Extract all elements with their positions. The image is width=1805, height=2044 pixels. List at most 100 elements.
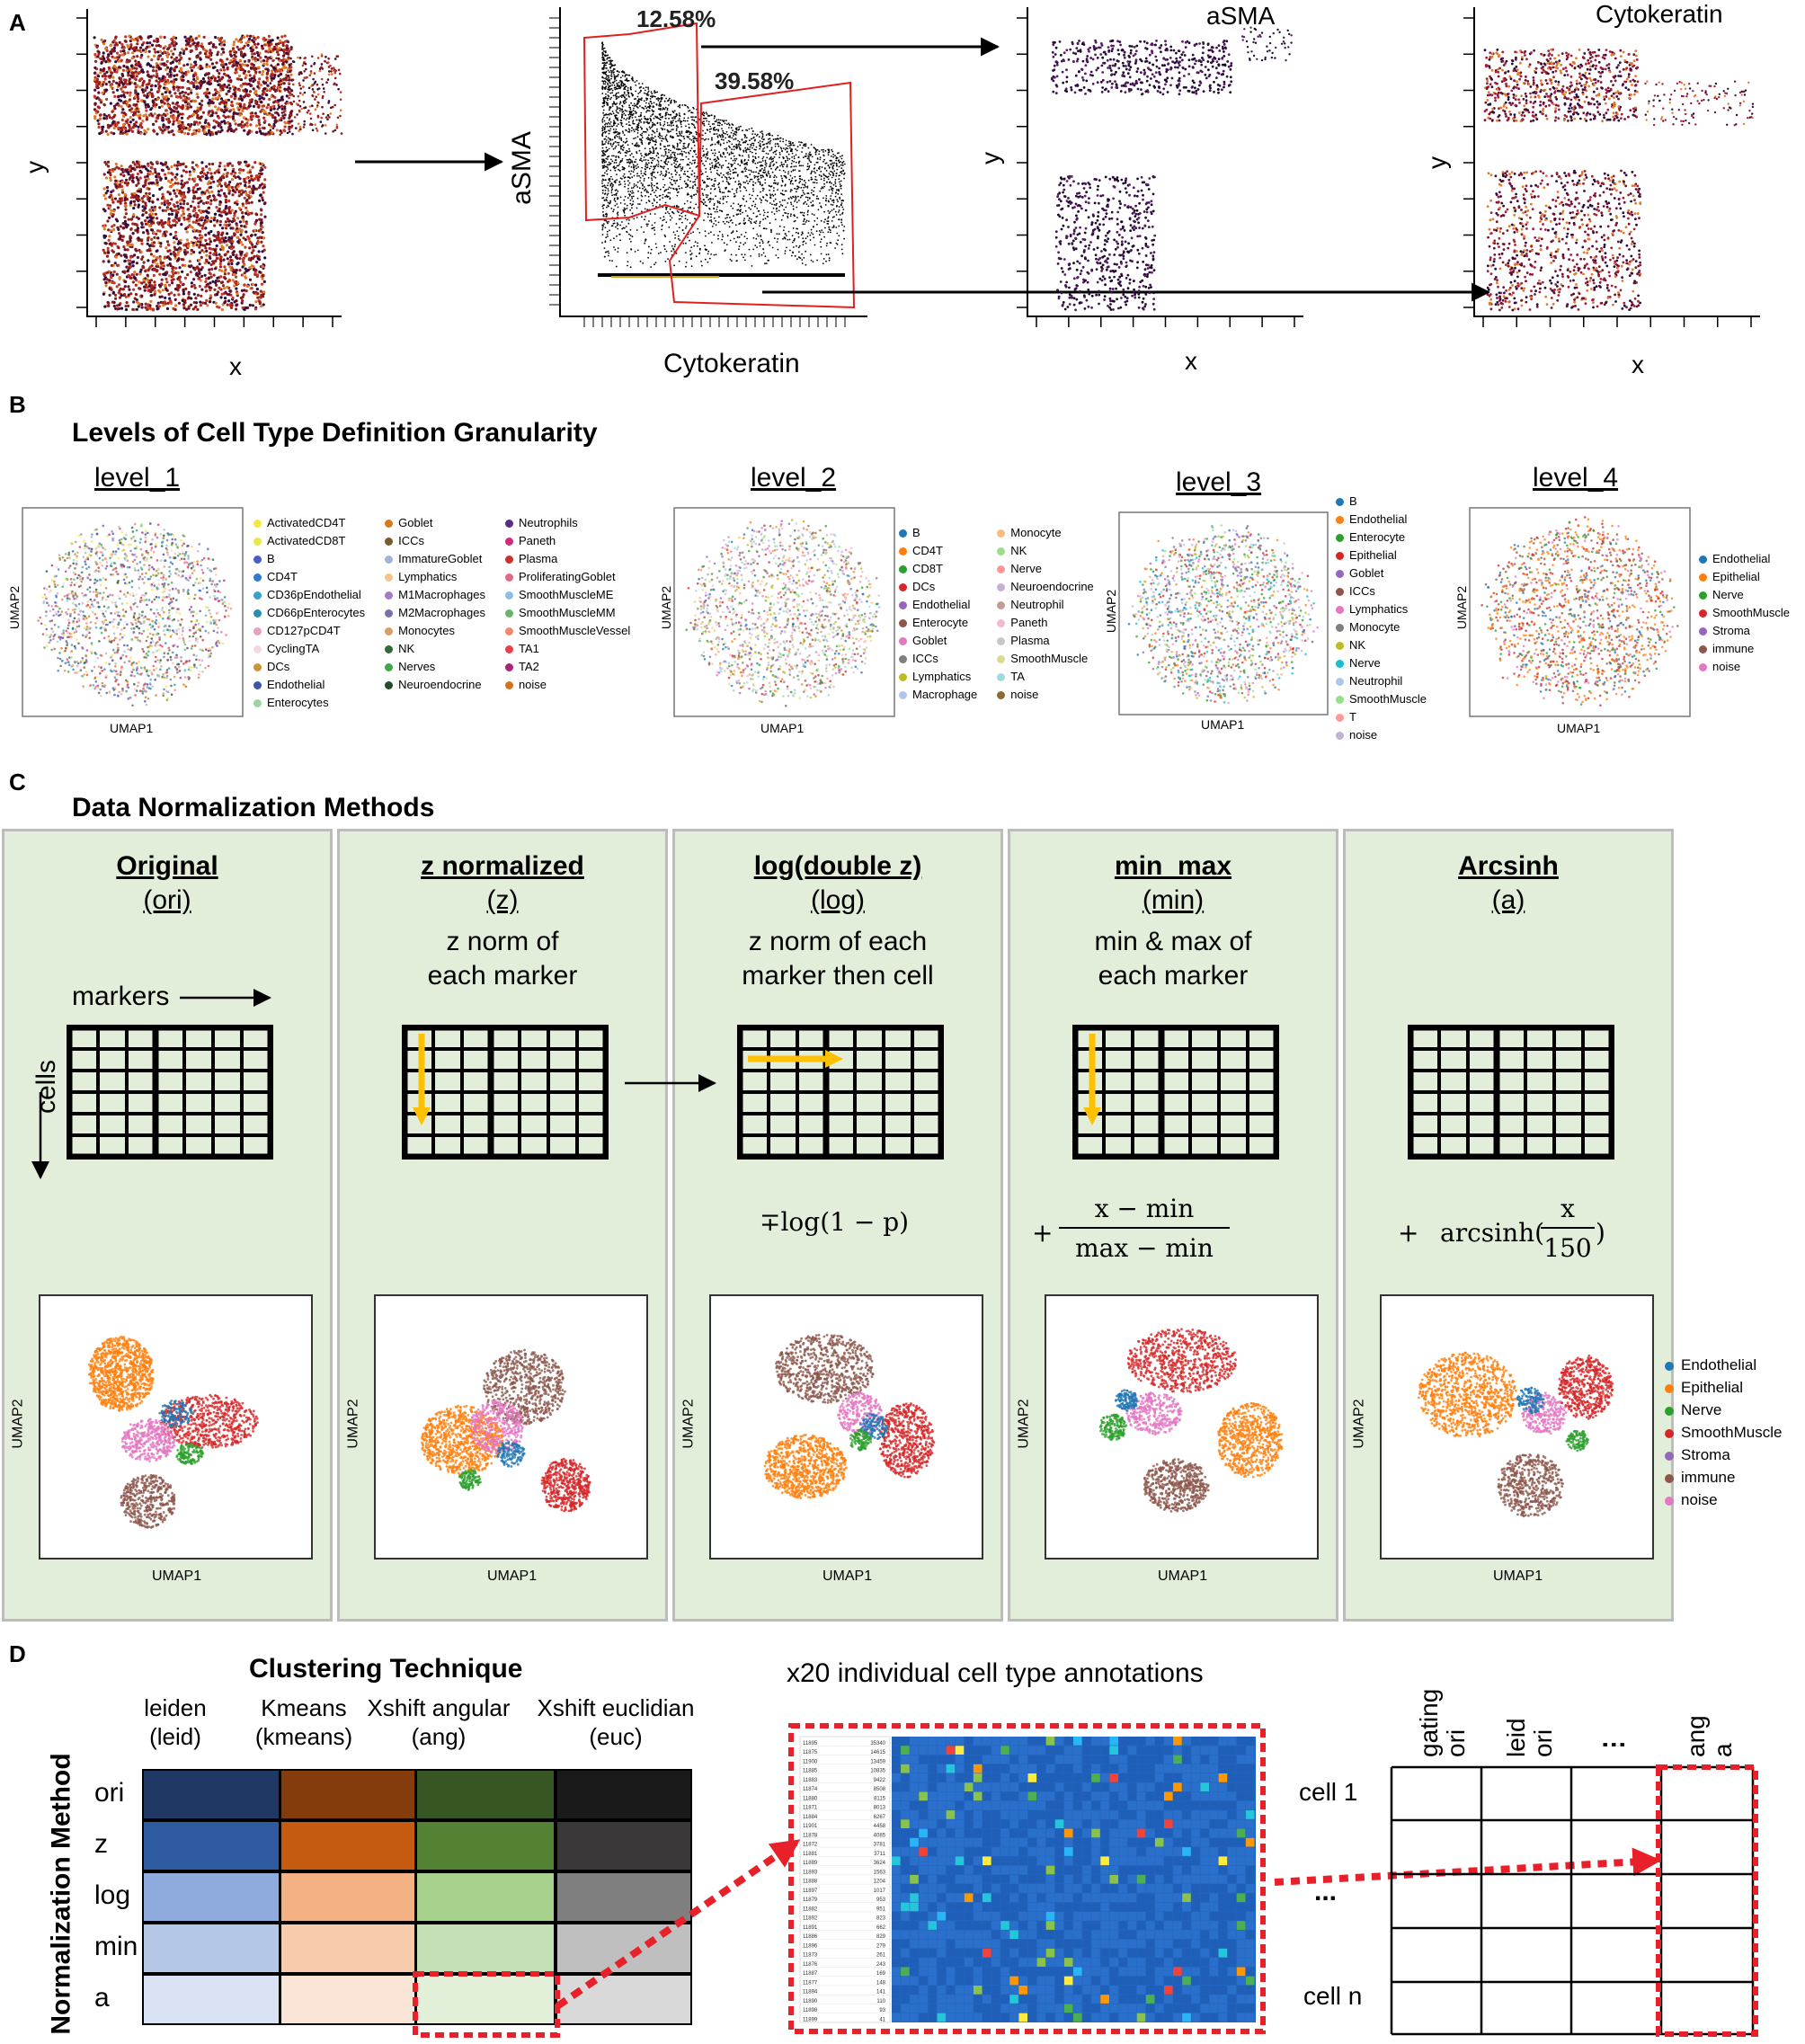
legend-label: Neutrophils: [519, 516, 578, 529]
legend-label: CD127pCD4T: [267, 624, 341, 637]
legend-entry: CD8T: [899, 560, 977, 578]
legend-swatch: [1699, 555, 1707, 564]
legend-label: Endothelial: [912, 598, 970, 611]
legend-swatch: [899, 673, 907, 682]
legend-entry: Endothelial: [1699, 550, 1790, 568]
legend-swatch: [253, 627, 262, 636]
matrix-cell: [142, 1974, 280, 2025]
legend-entry: Endothelial: [899, 596, 977, 614]
matrix-cell: [142, 1820, 280, 1871]
legend-entry: DCs: [899, 578, 977, 596]
legend-swatch: [1336, 534, 1344, 543]
legend-swatch: [385, 555, 394, 564]
legend-label: Nerve: [1681, 1401, 1721, 1418]
legend-swatch: [1665, 1406, 1674, 1416]
data-matrix-icon: [402, 1025, 609, 1160]
legend-swatch: [1665, 1383, 1674, 1393]
gate-cytokeratin: [668, 81, 856, 309]
method-abbreviation: (a): [1346, 885, 1671, 916]
legend-entry: M2Macrophages: [385, 604, 485, 622]
table-column-header: gating ori: [1415, 1689, 1470, 1757]
legend-swatch: [997, 529, 1006, 538]
legend-swatch: [1336, 606, 1344, 615]
legend-entry: Nerve: [1665, 1399, 1782, 1421]
umap1-xlabel: UMAP1: [1158, 1569, 1207, 1585]
technique-column-header: Xshift euclidian (euc): [512, 1693, 719, 1751]
plot1-axes: [86, 9, 342, 317]
umap1-xlabel: UMAP1: [487, 1569, 537, 1585]
legend-label: SmoothMuscleMM: [519, 606, 616, 619]
legend-level2: B CD4T CD8T DCs Endothelial Enterocyte Goblet I…: [899, 524, 1094, 704]
legend-swatch: [385, 520, 394, 529]
legend-label: immune: [1712, 642, 1754, 655]
panel-a-label: A: [9, 9, 26, 37]
legend-entry: Enterocyte: [1336, 529, 1427, 547]
table-header-line1: ang: [1682, 1715, 1710, 1757]
technique-name: leiden: [99, 1693, 252, 1722]
umap1-xlabel-level1: UMAP1: [110, 721, 153, 735]
plot4-axes: [1473, 7, 1760, 317]
legend-swatch: [1665, 1496, 1674, 1506]
legend-label: Enterocyte: [912, 616, 968, 629]
table-header-line1: ⋮: [1599, 1732, 1627, 1757]
legend-entry: Lymphatics: [899, 668, 977, 686]
legend-entry: ICCs: [1336, 582, 1427, 600]
legend-entry: Neutrophil: [997, 596, 1094, 614]
legend-entry: Nerve: [1336, 654, 1427, 672]
legend-entry: Neuroendocrine: [997, 578, 1094, 596]
legend-entry: SmoothMuscleVessel: [504, 622, 630, 640]
table-header-line2: ori: [1529, 1718, 1557, 1757]
umap-plot: [373, 1294, 648, 1560]
legend-entry: Neutrophils: [504, 514, 630, 532]
matrix-cell: [415, 1974, 556, 2025]
legend-label: Plasma: [1010, 634, 1049, 647]
legend-label: SmoothMuscleVessel: [519, 624, 630, 637]
legend-entry: Enterocytes: [253, 694, 365, 712]
legend-swatch: [253, 555, 262, 564]
legend-swatch: [385, 538, 394, 547]
technique-column-header: Kmeans (kmeans): [227, 1693, 380, 1751]
method-row-label: z: [94, 1829, 108, 1860]
table-column-header: ang a: [1682, 1715, 1737, 1757]
gate-plot-axes: [559, 7, 867, 317]
legend-label: Epithelial: [1349, 548, 1397, 562]
method-name: z normalized: [340, 851, 665, 882]
legend-swatch: [504, 645, 513, 654]
legend-entry: noise: [504, 676, 630, 694]
legend-swatch: [1336, 624, 1344, 633]
legend-swatch: [997, 547, 1006, 556]
legend-entry: CyclingTA: [253, 640, 365, 658]
legend-entry: B: [899, 524, 977, 542]
legend-swatch: [899, 655, 907, 664]
method-description-line1: min & max of: [1010, 925, 1336, 959]
legend-entry: Goblet: [385, 514, 485, 532]
legend-entry: Lymphatics: [385, 568, 485, 586]
legend-label: Monocyte: [1349, 620, 1400, 634]
umap1-xlabel-level2: UMAP1: [760, 721, 804, 735]
umap2-ylabel-level1: UMAP2: [7, 586, 22, 629]
panel-b-title: Levels of Cell Type Definition Granulari…: [72, 418, 598, 449]
technique-name: Xshift euclidian: [512, 1693, 719, 1722]
legend-label: Monocyte: [1010, 526, 1061, 539]
table-header-line2: a: [1709, 1715, 1737, 1757]
legend-entry: Macrophage: [899, 686, 977, 704]
legend-swatch: [1336, 588, 1344, 597]
legend-swatch: [997, 655, 1006, 664]
legend-swatch: [997, 691, 1006, 700]
legend-entry: NK: [1336, 636, 1427, 654]
legend-label: T: [1349, 710, 1356, 724]
plot3-title: aSMA: [1206, 2, 1275, 31]
legend-label: M2Macrophages: [398, 606, 485, 619]
legend-label: TA1: [519, 642, 539, 655]
legend-entry: SmoothMuscle: [1336, 690, 1427, 708]
legend-swatch: [1665, 1451, 1674, 1461]
legend-label: noise: [1010, 688, 1038, 701]
matrix-cell: [142, 1769, 280, 1820]
panel-b-label: B: [9, 391, 26, 419]
legend-label: SmoothMuscle: [1349, 692, 1427, 706]
legend-swatch: [1699, 591, 1707, 600]
legend-label: CD36pEndothelial: [267, 588, 361, 601]
gate-asma: [582, 22, 701, 222]
legend-entry: ActivatedCD8T: [253, 532, 365, 550]
legend-swatch: [1336, 660, 1344, 669]
